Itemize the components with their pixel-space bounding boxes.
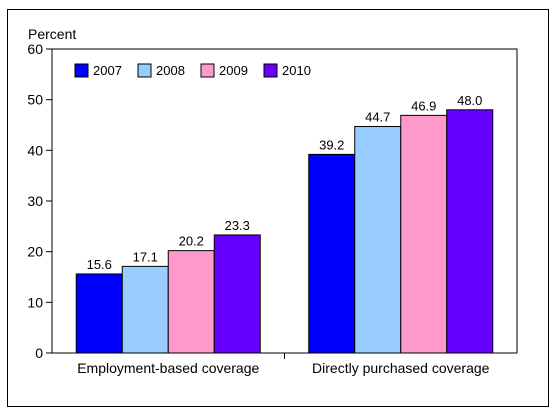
- y-tick-label: 10: [27, 294, 43, 310]
- x-category-label: Directly purchased coverage: [312, 360, 490, 376]
- bar-value-label: 39.2: [319, 137, 344, 152]
- legend-label: 2008: [156, 63, 185, 78]
- legend-label: 2009: [219, 63, 248, 78]
- y-tick-label: 40: [27, 142, 43, 158]
- legend-label: 2010: [282, 63, 311, 78]
- bar-value-label: 44.7: [365, 110, 390, 125]
- legend-swatch-2009: [200, 63, 215, 78]
- bar-2010: [446, 109, 494, 354]
- y-tick-label: 30: [27, 193, 43, 209]
- y-tick-label: 20: [27, 244, 43, 260]
- bar-value-label: 17.1: [133, 249, 158, 264]
- bar-2008: [354, 126, 402, 354]
- legend-swatch-2008: [137, 63, 152, 78]
- axes: 0 10 20 30 40 50 60 Employment-based coverage Di…: [27, 41, 518, 376]
- legend: 2007 2008 2009 2010: [74, 63, 311, 78]
- y-tick-label: 0: [35, 345, 43, 361]
- y-tick-label: 60: [27, 41, 43, 57]
- bar-2009: [167, 250, 215, 354]
- bar-2009: [400, 114, 448, 354]
- x-category-label: Employment-based coverage: [77, 360, 259, 376]
- bar-2007: [75, 273, 123, 354]
- bar-value-label: 15.6: [87, 257, 112, 272]
- bar-2010: [213, 234, 261, 354]
- legend-label: 2007: [93, 63, 122, 78]
- bar-value-label: 20.2: [179, 234, 204, 249]
- legend-swatch-2007: [74, 63, 89, 78]
- bar-2007: [308, 153, 356, 354]
- y-axis-label: Percent: [28, 26, 76, 42]
- bar-value-label: 48.0: [457, 93, 482, 108]
- legend-swatch-2010: [263, 63, 278, 78]
- bar-2008: [121, 265, 169, 354]
- data-labels: 15.6 17.1 20.2 23.3 39.2 44.7 46.9 48.0: [87, 93, 483, 272]
- bars: [75, 109, 494, 354]
- y-tick-label: 50: [27, 92, 43, 108]
- bar-value-label: 46.9: [411, 98, 436, 113]
- bar-value-label: 23.3: [225, 218, 250, 233]
